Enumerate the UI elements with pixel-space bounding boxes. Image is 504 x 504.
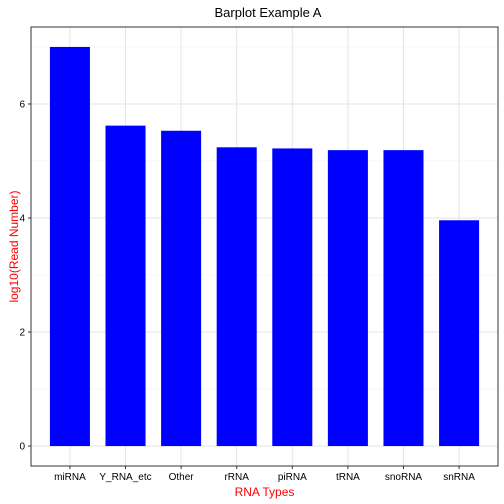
x-tick-label: snRNA	[443, 472, 475, 483]
bar-y-rna-etc	[105, 125, 146, 447]
x-tick-label: Y_RNA_etc	[99, 472, 151, 483]
y-axis-label: log10(Read Number)	[7, 190, 21, 302]
x-tick-label: rRNA	[224, 472, 249, 483]
chart-title: Barplot Example A	[215, 5, 322, 20]
y-tick-label: 2	[19, 328, 25, 339]
x-tick-label: piRNA	[278, 472, 307, 483]
x-tick-label: tRNA	[336, 472, 360, 483]
x-tick-label: snoRNA	[385, 472, 423, 483]
y-tick-label: 6	[19, 99, 25, 110]
y-tick-label: 0	[19, 442, 25, 453]
bar-pirna	[272, 148, 313, 447]
x-axis-ticks: miRNA Y_RNA_etc Other rRNA piRNA tRNA snoRNA sn…	[54, 466, 475, 483]
bar-snorna	[383, 150, 424, 447]
x-tick-label: Other	[169, 472, 195, 483]
grid-lines	[31, 27, 498, 466]
bar-trna	[327, 150, 368, 447]
bar-mirna	[49, 46, 90, 447]
bar-snrna	[439, 220, 480, 447]
y-tick-label: 4	[19, 213, 25, 224]
x-tick-label: miRNA	[54, 472, 86, 483]
bar-other	[161, 130, 202, 447]
x-axis-label: RNA Types	[235, 485, 295, 499]
bars	[49, 46, 480, 447]
bar-rrna	[216, 147, 257, 447]
panel-border	[30, 26, 499, 467]
y-axis-ticks: 0 2 4 6	[19, 99, 31, 453]
